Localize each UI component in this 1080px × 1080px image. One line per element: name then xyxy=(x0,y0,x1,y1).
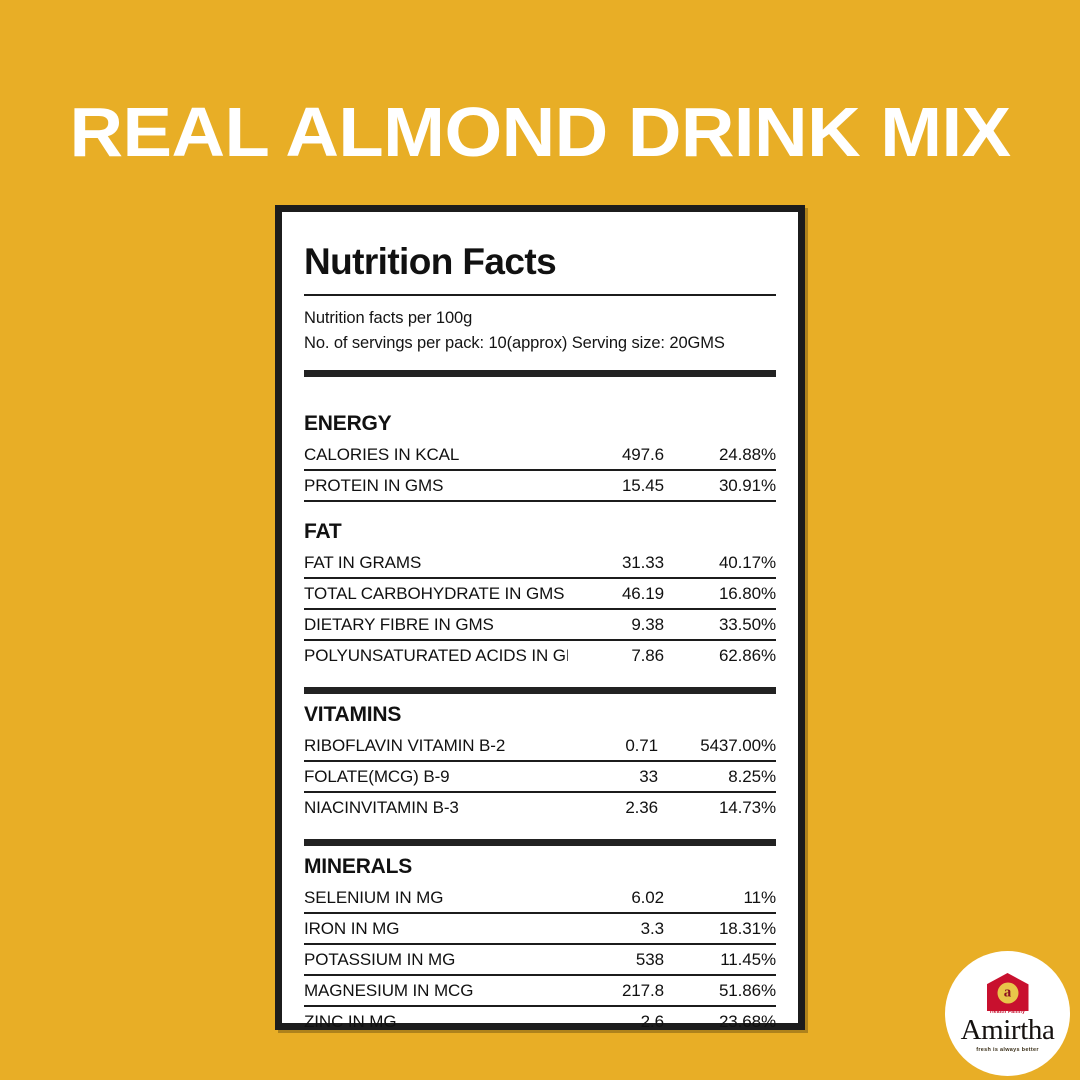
row-percent: 62.86% xyxy=(718,646,776,665)
section-title-energy: ENERGY xyxy=(304,412,392,435)
row-label: CALORIES IN KCAL xyxy=(304,445,460,464)
brand-logo: a Health Family Amirtha fresh is always … xyxy=(945,951,1070,1076)
table-row: MAGNESIUM IN MCG 217.8 51.86% xyxy=(304,976,776,1005)
row-label: PROTEIN IN GMS xyxy=(304,476,444,495)
row-label: RIBOFLAVIN VITAMIN B-2 xyxy=(304,736,506,755)
spiral-glyph-icon: a xyxy=(997,982,1018,1004)
row-value: 497.6 xyxy=(621,445,664,464)
row-percent: 14.73% xyxy=(718,798,776,817)
row-separator xyxy=(304,943,776,945)
table-row: RIBOFLAVIN VITAMIN B-2 0.71 5437.00% xyxy=(304,731,776,760)
section-energy: ENERGY CALORIES IN KCAL 497.6 24.88% PRO… xyxy=(304,411,776,502)
row-label: DIETARY FIBRE IN GMS xyxy=(304,615,494,634)
row-value: 3.3 xyxy=(640,919,664,938)
table-row: TOTAL CARBOHYDRATE IN GMS 46.19 16.80% xyxy=(304,579,776,608)
row-percent: 18.31% xyxy=(718,919,776,938)
row-separator xyxy=(304,500,776,502)
logo-brand-name: Amirtha xyxy=(960,1014,1055,1046)
section-title-fat: FAT xyxy=(304,520,342,543)
row-label: POLYUNSATURATED ACIDS IN GMS xyxy=(304,646,568,665)
section-fat: FAT FAT IN GRAMS 31.33 40.17% TOTAL CARB… xyxy=(304,519,776,670)
table-row: SELENIUM IN MG 6.02 11% xyxy=(304,883,776,912)
row-value: 15.45 xyxy=(621,476,664,495)
row-label: ZINC IN MG xyxy=(304,1012,397,1031)
row-percent: 51.86% xyxy=(718,981,776,1000)
serving-basis-text: Nutrition facts per 100g xyxy=(304,309,473,327)
spacer xyxy=(304,822,776,839)
nutrition-facts-heading: Nutrition Facts xyxy=(304,241,557,282)
row-value: 2.6 xyxy=(640,1012,664,1031)
serving-info-text: No. of servings per pack: 10(approx) Ser… xyxy=(304,334,725,352)
row-value: 9.38 xyxy=(631,615,664,634)
spacer xyxy=(304,356,776,370)
table-row: FAT IN GRAMS 31.33 40.17% xyxy=(304,548,776,577)
row-value: 0.71 xyxy=(625,736,658,755)
row-value: 46.19 xyxy=(621,584,664,603)
row-separator xyxy=(304,608,776,610)
row-value: 538 xyxy=(635,950,664,969)
row-value: 7.86 xyxy=(631,646,664,665)
spacer xyxy=(304,670,776,687)
row-separator xyxy=(304,760,776,762)
row-label: POTASSIUM IN MG xyxy=(304,950,456,969)
row-value: 2.36 xyxy=(625,798,658,817)
row-label: SELENIUM IN MG xyxy=(304,888,444,907)
table-row: FOLATE(MCG) B-9 33 8.25% xyxy=(304,762,776,791)
row-value: 33 xyxy=(639,767,658,786)
table-row: POLYUNSATURATED ACIDS IN GMS 7.86 62.86% xyxy=(304,641,776,670)
row-label: FOLATE(MCG) B-9 xyxy=(304,767,450,786)
page-title: REAL ALMOND DRINK MIX xyxy=(69,93,1011,171)
row-percent: 11% xyxy=(743,888,777,907)
row-separator xyxy=(304,791,776,793)
table-row: CALORIES IN KCAL 497.6 24.88% xyxy=(304,440,776,469)
row-value: 31.33 xyxy=(621,553,664,572)
table-row: NIACINVITAMIN B-3 2.36 14.73% xyxy=(304,793,776,822)
row-percent: 16.80% xyxy=(718,584,776,603)
row-percent: 8.25% xyxy=(728,767,776,786)
logo-top-text: Health Family xyxy=(989,1009,1026,1015)
nutrition-facts-panel: Nutrition Facts Nutrition facts per 100g… xyxy=(275,205,805,1031)
table-row: PROTEIN IN GMS 15.45 30.91% xyxy=(304,471,776,500)
spacer xyxy=(304,502,776,519)
logo-tagline: fresh is always better xyxy=(976,1047,1039,1053)
row-label: NIACINVITAMIN B-3 xyxy=(304,798,459,817)
row-percent: 5437.00% xyxy=(700,736,776,755)
row-separator xyxy=(304,639,776,641)
house-icon: a xyxy=(986,973,1029,1011)
row-separator xyxy=(304,1005,776,1007)
row-percent: 11.45% xyxy=(720,950,776,969)
row-value: 217.8 xyxy=(621,981,664,1000)
section-title-vitamins: VITAMINS xyxy=(304,703,402,726)
heading-divider xyxy=(304,294,776,296)
row-separator xyxy=(304,912,776,914)
row-separator xyxy=(304,974,776,976)
table-row: DIETARY FIBRE IN GMS 9.38 33.50% xyxy=(304,610,776,639)
panel-inner: Nutrition Facts Nutrition facts per 100g… xyxy=(282,212,798,1031)
table-row: POTASSIUM IN MG 538 11.45% xyxy=(304,945,776,974)
row-label: IRON IN MG xyxy=(304,919,400,938)
section-divider-minerals xyxy=(304,839,776,846)
section-divider-vitamins xyxy=(304,687,776,694)
section-title-minerals: MINERALS xyxy=(304,855,413,878)
row-label: MAGNESIUM IN MCG xyxy=(304,981,474,1000)
row-percent: 24.88% xyxy=(718,445,776,464)
spacer xyxy=(304,846,776,854)
spacer xyxy=(304,377,776,411)
row-separator xyxy=(304,469,776,471)
section-vitamins: VITAMINS RIBOFLAVIN VITAMIN B-2 0.71 543… xyxy=(304,702,776,822)
row-label: TOTAL CARBOHYDRATE IN GMS xyxy=(304,584,565,603)
row-separator xyxy=(304,577,776,579)
spacer xyxy=(304,694,776,702)
serving-info-block: Nutrition facts per 100g No. of servings… xyxy=(304,306,776,356)
section-minerals: MINERALS SELENIUM IN MG 6.02 11% IRON IN… xyxy=(304,854,776,1036)
row-label: FAT IN GRAMS xyxy=(304,553,422,572)
row-percent: 30.91% xyxy=(718,476,776,495)
table-row: IRON IN MG 3.3 18.31% xyxy=(304,914,776,943)
row-value: 6.02 xyxy=(631,888,664,907)
row-percent: 33.50% xyxy=(718,615,776,634)
section-divider-top xyxy=(304,370,776,377)
table-row: ZINC IN MG 2.6 23.68% xyxy=(304,1007,776,1036)
row-percent: 40.17% xyxy=(718,553,776,572)
row-percent: 23.68% xyxy=(718,1012,776,1031)
